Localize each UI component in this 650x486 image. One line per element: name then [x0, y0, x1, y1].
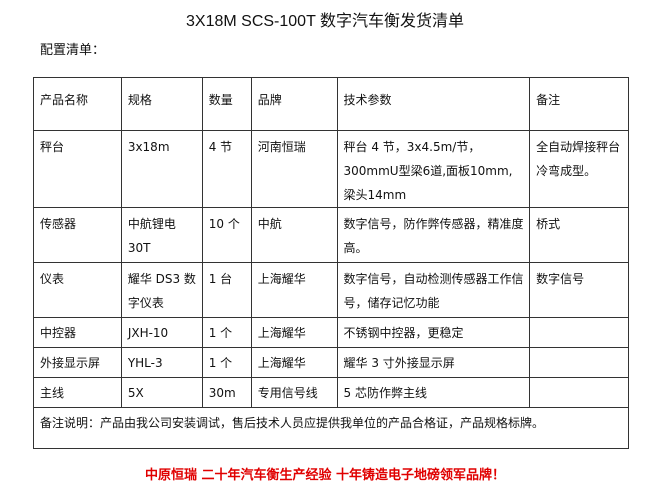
footer-slogan: 中原恒瑞 二十年汽车衡生产经验 十年铸造电子地磅领军品牌！	[144, 468, 506, 483]
table-row: 仪表 耀华 DS3 数字仪表 1 台上海耀华 数字信号，自动检测传感器工作信号，储存记…	[33, 262, 629, 318]
table-cell: 数字信号，防作弊传感器，精准度高。	[336, 207, 531, 263]
header-cell: 产品名称	[33, 77, 122, 131]
shipping-list-table: 产品名称 规格 数量 品牌 技术参数 备注 秤台 3x18m 4 节河南恒瑞 秤台 4…	[33, 77, 629, 449]
table-row: 外接显示屏 YHL-3 1 个上海耀华 耀华 3 寸外接显示屏	[33, 347, 629, 378]
config-list-label: 配置清单：	[40, 43, 106, 58]
table-cell: 专用信号线	[250, 377, 338, 408]
table-cell: 10 个	[201, 207, 252, 263]
table-cell: 4 节	[201, 130, 252, 208]
table-cell: 1 个	[201, 347, 252, 378]
table-cell	[529, 377, 629, 408]
table-row: 主线 5X 30m 专用信号线 5 芯防作弊主线	[33, 377, 629, 408]
table-cell: 30m	[201, 377, 252, 408]
table-cell: 3x18m	[120, 130, 203, 208]
table-cell: 中航	[250, 207, 338, 263]
header-cell: 备注	[529, 77, 629, 131]
document-title: 3X18M SCS-100T 数字汽车衡发货清单	[186, 13, 464, 30]
table-cell: 数字信号	[529, 262, 629, 318]
table-cell: 不锈钢中控器，更稳定	[336, 317, 531, 348]
table-cell: 全自动焊接秤台冷弯成型。	[529, 130, 629, 208]
table-cell: 5 芯防作弊主线	[336, 377, 531, 408]
table-cell: 秤台 4 节，3x4.5m/节，300mmU型梁6道,面板10mm,梁头14mm	[336, 130, 531, 208]
table-cell	[529, 347, 629, 378]
table-cell: 外接显示屏	[33, 347, 122, 378]
table-cell: 主线	[33, 377, 122, 408]
header-cell: 数量	[201, 77, 252, 131]
table-cell: 秤台	[33, 130, 122, 208]
note-cell: 备注说明：产品由我公司安装调试，售后技术人员应提供我单位的产品合格证，产品规格标…	[33, 407, 629, 449]
header-cell: 技术参数	[336, 77, 531, 131]
table-cell: 桥式	[529, 207, 629, 263]
table-cell: 中航锂电30T	[120, 207, 203, 263]
table-cell: 上海耀华	[250, 347, 338, 378]
table-row: 秤台 3x18m 4 节河南恒瑞 秤台 4 节，3x4.5m/节，300mmU型梁6道…	[33, 130, 629, 208]
table-cell: 中控器	[33, 317, 122, 348]
table-cell: YHL-3	[120, 347, 203, 378]
table-cell: JXH-10	[120, 317, 203, 348]
table-row: 传感器 中航锂电30T 10 个中航 数字信号，防作弊传感器，精准度高。 桥式	[33, 207, 629, 263]
table-cell: 耀华 3 寸外接显示屏	[336, 347, 531, 378]
table-cell: 1 个	[201, 317, 252, 348]
table-cell: 数字信号，自动检测传感器工作信号，储存记忆功能	[336, 262, 531, 318]
table-cell: 1 台	[201, 262, 252, 318]
table-cell: 仪表	[33, 262, 122, 318]
table-cell: 上海耀华	[250, 262, 338, 318]
table-header-row: 产品名称 规格 数量 品牌 技术参数 备注	[33, 77, 629, 131]
header-cell: 规格	[120, 77, 203, 131]
table-cell: 耀华 DS3 数字仪表	[120, 262, 203, 318]
table-cell: 5X	[120, 377, 203, 408]
table-cell	[529, 317, 629, 348]
table-row: 中控器 JXH-10 1 个上海耀华 不锈钢中控器，更稳定	[33, 317, 629, 348]
table-cell: 河南恒瑞	[250, 130, 338, 208]
table-cell: 上海耀华	[250, 317, 338, 348]
table-cell: 传感器	[33, 207, 122, 263]
header-cell: 品牌	[250, 77, 338, 131]
